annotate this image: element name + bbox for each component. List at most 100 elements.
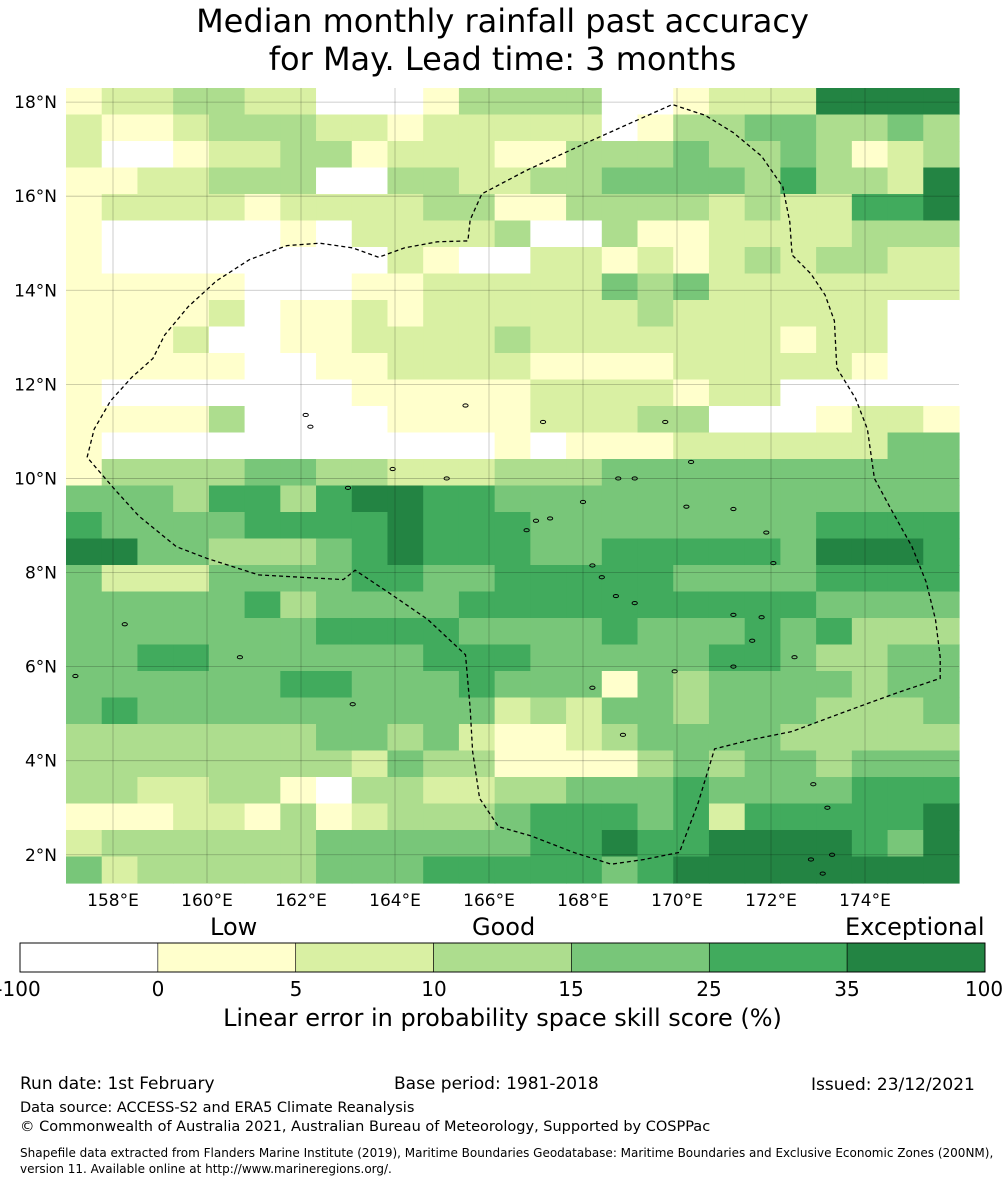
grid-cell [744, 644, 781, 672]
grid-cell [494, 88, 531, 116]
grid-cell [423, 777, 460, 805]
grid-cell [66, 697, 103, 725]
grid-cell [137, 353, 174, 381]
grid-cell [316, 697, 353, 725]
grid-cell [244, 644, 281, 672]
grid-cell [208, 856, 246, 884]
grid-cell [708, 777, 746, 805]
grid-cell [566, 194, 603, 222]
grid-cell [637, 803, 674, 831]
island-outline [730, 612, 737, 617]
grid-cell [780, 591, 817, 619]
grid-cell [101, 167, 139, 195]
grid-cell [530, 167, 567, 195]
grid-cell [780, 273, 817, 301]
grid-cell [530, 618, 567, 646]
grid-cell [744, 406, 781, 434]
grid-cell [351, 618, 389, 646]
grid-cell [673, 644, 710, 672]
grid-cell [530, 88, 567, 116]
grid-cell [208, 273, 246, 301]
grid-cell [423, 485, 460, 513]
grid-cell [494, 326, 531, 354]
grid-cell [851, 671, 889, 699]
grid-cell [423, 644, 460, 672]
grid-cell [387, 220, 424, 248]
grid-cell [816, 671, 853, 699]
grid-cell [173, 856, 210, 884]
island-outline [615, 476, 622, 481]
grid-cell [173, 671, 210, 699]
grid-cell [423, 406, 460, 434]
island-outline [758, 615, 765, 620]
grid-cell [887, 856, 924, 884]
grid-cell [280, 88, 317, 116]
grid-cell [637, 406, 674, 434]
issued-date: Issued: 23/12/2021 [811, 1075, 975, 1095]
grid-cell [458, 88, 496, 116]
island-outline [810, 782, 817, 787]
grid-cell [887, 114, 924, 142]
grid-cell [494, 803, 531, 831]
grid-cell [137, 167, 174, 195]
grid-cell [66, 459, 103, 487]
grid-cell [708, 512, 746, 540]
grid-cell [351, 300, 389, 328]
grid-cell [851, 379, 889, 407]
grid-cell [601, 379, 639, 407]
grid-cell [601, 512, 639, 540]
grid-cell [708, 194, 746, 222]
grid-cell [173, 750, 210, 778]
grid-cell [923, 538, 960, 566]
grid-cell [673, 724, 710, 752]
grid-cell [66, 141, 103, 169]
grid-cell [601, 300, 639, 328]
grid-cell [530, 644, 567, 672]
grid-cell [923, 300, 960, 328]
island-outline [349, 702, 356, 707]
grid-cell [923, 432, 960, 460]
grid-cell [637, 326, 674, 354]
grid-cell [923, 856, 960, 884]
grid-cell [851, 512, 889, 540]
grid-cell [387, 273, 424, 301]
grid-cell [887, 618, 924, 646]
grid-cell [137, 644, 174, 672]
grid-cell [387, 114, 424, 142]
grid-cell [458, 432, 496, 460]
grid-cell [744, 777, 781, 805]
grid-cell [280, 485, 317, 513]
grid-cell [708, 114, 746, 142]
grid-cell [423, 750, 460, 778]
grid-cell [66, 644, 103, 672]
grid-cell [351, 220, 389, 248]
grid-cell [351, 194, 389, 222]
grid-cell [708, 724, 746, 752]
grid-cell [601, 141, 639, 169]
grid-cell [744, 856, 781, 884]
grid-cell [566, 803, 603, 831]
grid-cell [887, 697, 924, 725]
grid-cell [280, 618, 317, 646]
grid-cell [887, 459, 924, 487]
grid-cell [137, 326, 174, 354]
grid-cell [173, 485, 210, 513]
grid-cell [708, 697, 746, 725]
grid-cell [566, 247, 603, 275]
grid-cell [173, 644, 210, 672]
x-tick-label: 160°E [181, 891, 233, 911]
grid-cell [458, 167, 496, 195]
grid-cell [923, 247, 960, 275]
grid-cell [494, 379, 531, 407]
grid-cell [887, 194, 924, 222]
grid-cell [351, 247, 389, 275]
grid-cell [101, 830, 139, 858]
grid-cell [601, 194, 639, 222]
island-outline [589, 563, 596, 568]
grid-cell [566, 459, 603, 487]
grid-cell [101, 432, 139, 460]
grid-cell [208, 353, 246, 381]
grid-cell [173, 618, 210, 646]
colorbar-segment [19, 942, 159, 973]
island-outline [72, 673, 79, 679]
